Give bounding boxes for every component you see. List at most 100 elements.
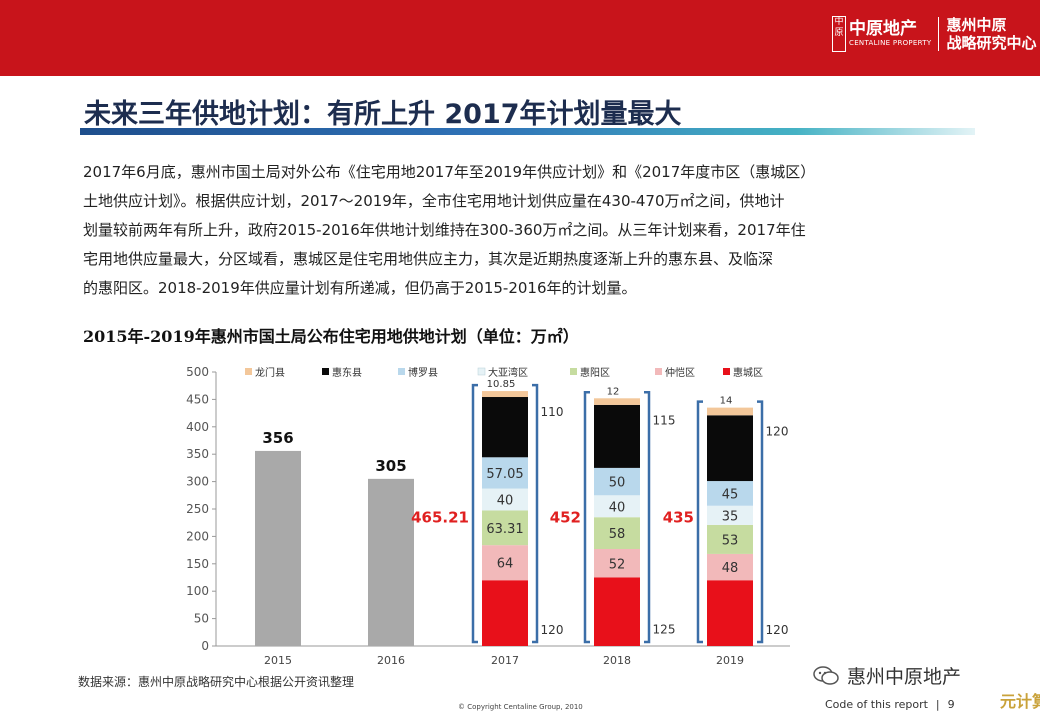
stack-segment	[594, 577, 640, 646]
y-tick-label: 450	[186, 392, 209, 406]
logo-seal: 中原	[832, 16, 846, 52]
page-number: 9	[947, 698, 955, 711]
y-tick-label: 50	[194, 612, 209, 626]
legend-swatch	[322, 368, 329, 375]
stack-segment	[707, 524, 753, 554]
y-tick-label: 0	[201, 639, 209, 653]
stack-segment	[482, 488, 528, 511]
data-source-note: 数据来源：惠州中原战略研究中心根据公开资讯整理	[78, 675, 355, 689]
stack-segment	[594, 495, 640, 518]
legend-label: 博罗县	[408, 366, 438, 379]
legend-label: 仲恺区	[665, 366, 695, 379]
legend-label: 大亚湾区	[488, 366, 528, 379]
total-bar-label: 305	[375, 457, 406, 475]
y-tick-label: 250	[186, 502, 209, 516]
y-tick-label: 400	[186, 420, 209, 434]
segment-data-label: 50	[609, 476, 626, 491]
wechat-account-name: 惠州中原地产	[847, 666, 962, 688]
stack-segment	[482, 397, 528, 458]
report-code-label: Code of this report	[825, 698, 928, 711]
x-tick-label: 2017	[491, 654, 519, 667]
x-tick-label: 2015	[264, 654, 292, 667]
report-footer: Code of this report | 9	[825, 698, 955, 711]
segment-data-label: 35	[722, 509, 739, 524]
stack-total-label: 452	[550, 509, 581, 527]
wechat-icon	[813, 665, 839, 685]
segment-data-label: 52	[609, 557, 626, 572]
chart-title: 2015年-2019年惠州市国土局公布住宅用地供地计划（单位：万㎡）	[83, 327, 579, 346]
stack-segment	[594, 549, 640, 578]
segment-data-label: 120	[766, 623, 789, 637]
total-bracket-right	[644, 391, 651, 644]
stack-segment	[707, 505, 753, 525]
footer-separator: |	[935, 698, 940, 711]
segment-data-label: 115	[653, 414, 676, 428]
segment-data-label: 110	[541, 405, 564, 419]
total-bar	[368, 478, 414, 646]
logo-english: CENTALINE PROPERTY	[849, 39, 932, 47]
segment-data-label: 14	[720, 396, 733, 407]
stack-segment	[482, 391, 528, 398]
y-tick-label: 500	[186, 365, 209, 379]
segment-data-label: 125	[653, 623, 676, 637]
legend-label: 惠城区	[733, 366, 763, 379]
stack-segment	[707, 553, 753, 581]
logo-name: 中原地产	[849, 19, 917, 39]
stack-total-label: 465.21	[411, 509, 469, 527]
page-title: 未来三年供地计划：有所上升 2017年计划量最大	[84, 99, 682, 130]
total-bracket-left	[471, 383, 478, 644]
legend-swatch	[477, 367, 486, 376]
stack-segment	[594, 404, 640, 468]
legend-label: 惠阳区	[580, 366, 610, 379]
segment-data-label: 40	[609, 500, 626, 515]
stack-segment	[594, 517, 640, 550]
total-bracket-left	[583, 391, 590, 644]
segment-data-label: 63.31	[486, 522, 523, 537]
total-bar	[255, 450, 301, 646]
segment-data-label: 57.05	[486, 467, 523, 482]
legend-label: 惠东县	[332, 366, 362, 379]
stack-segment	[707, 407, 753, 416]
legend-swatch	[723, 368, 730, 375]
stack-total-label: 435	[663, 509, 694, 527]
stack-segment	[482, 545, 528, 581]
total-bar-label: 356	[262, 429, 293, 447]
total-bracket-left	[696, 400, 703, 644]
corner-watermark: 元计算	[1000, 692, 1040, 711]
segment-data-label: 53	[722, 533, 739, 548]
legend-swatch	[398, 368, 405, 375]
x-tick-label: 2018	[603, 654, 631, 667]
legend-swatch	[570, 368, 577, 375]
segment-data-label: 64	[497, 557, 514, 572]
legend-swatch	[655, 368, 662, 375]
segment-data-label: 58	[609, 527, 626, 542]
y-tick-label: 150	[186, 557, 209, 571]
x-tick-label: 2016	[377, 654, 405, 667]
research-center-line2: 战略研究中心	[946, 34, 1037, 52]
research-center-line1: 惠州中原	[946, 16, 1007, 34]
company-logo: 中原 中原地产 CENTALINE PROPERTY 惠州中原 战略研究中心	[832, 16, 1036, 52]
total-bracket-right	[532, 383, 539, 644]
wechat-account: 惠州中原地产	[813, 662, 961, 689]
stack-segment	[482, 580, 528, 646]
segment-data-label: 12	[607, 386, 620, 397]
stack-segment	[707, 481, 753, 506]
segment-data-label: 40	[497, 494, 514, 509]
copyright-note: © Copyright Centaline Group, 2010	[458, 703, 583, 711]
stack-segment	[482, 457, 528, 489]
y-tick-label: 350	[186, 447, 209, 461]
y-tick-label: 200	[186, 529, 209, 543]
segment-data-label: 10.85	[487, 379, 516, 390]
y-tick-label: 100	[186, 584, 209, 598]
summary-paragraph: 2017年6月底，惠州市国土局对外公布《住宅用地2017年至2019年供应计划》…	[83, 163, 816, 297]
stack-segment	[707, 580, 753, 646]
segment-data-label: 45	[722, 487, 739, 502]
logo-divider	[938, 17, 940, 51]
y-tick-label: 300	[186, 475, 209, 489]
title-underline	[80, 128, 975, 135]
stack-segment	[594, 398, 640, 405]
segment-data-label: 120	[766, 425, 789, 439]
legend-label: 龙门县	[255, 366, 285, 379]
legend-swatch	[245, 368, 252, 375]
